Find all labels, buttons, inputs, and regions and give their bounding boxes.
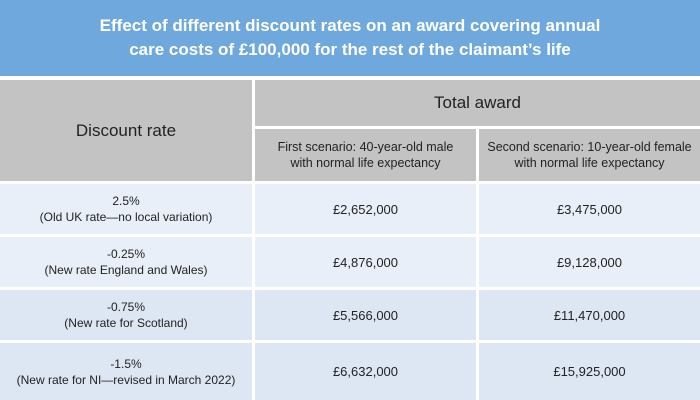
table-cell-scenario-1: £4,876,000 [255, 237, 476, 287]
header-total-award: Total award [255, 80, 700, 126]
rate-value: 2.5% [112, 194, 140, 208]
header-scenario-1: First scenario: 40-year-old male with no… [255, 129, 476, 181]
table-title-text: Effect of different discount rates on an… [99, 16, 601, 59]
table-row-rate: -0.25% (New rate England and Wales) [0, 237, 252, 287]
table-cell-scenario-2: £11,470,000 [479, 290, 700, 340]
rate-note: (Old UK rate—no local variation) [39, 210, 213, 224]
header-discount-rate: Discount rate [0, 80, 252, 181]
table-cell-scenario-2: £9,128,000 [479, 237, 700, 287]
table-cell-scenario-1: £6,632,000 [255, 343, 476, 400]
table-row-rate: -1.5% (New rate for NI—revised in March 2… [0, 343, 252, 400]
table-cell-scenario-1: £5,566,000 [255, 290, 476, 340]
rate-note: (New rate for Scotland) [64, 316, 188, 330]
rate-value: -0.25% [106, 247, 146, 261]
table-title: Effect of different discount rates on an… [0, 0, 700, 76]
rate-note: (New rate England and Wales) [44, 263, 208, 277]
header-scenario-2: Second scenario: 10-year-old female with… [479, 129, 700, 181]
table-row-rate: -0.75% (New rate for Scotland) [0, 290, 252, 340]
table-cell-scenario-1: £2,652,000 [255, 184, 476, 234]
rate-note: (New rate for NI—revised in March 2022) [16, 372, 236, 387]
rate-value: -1.5% [110, 356, 142, 371]
table-row-rate: 2.5% (Old UK rate—no local variation) [0, 184, 252, 234]
table-cell-scenario-2: £3,475,000 [479, 184, 700, 234]
table-cell-scenario-2: £15,925,000 [479, 343, 700, 400]
rate-value: -0.75% [106, 300, 145, 314]
